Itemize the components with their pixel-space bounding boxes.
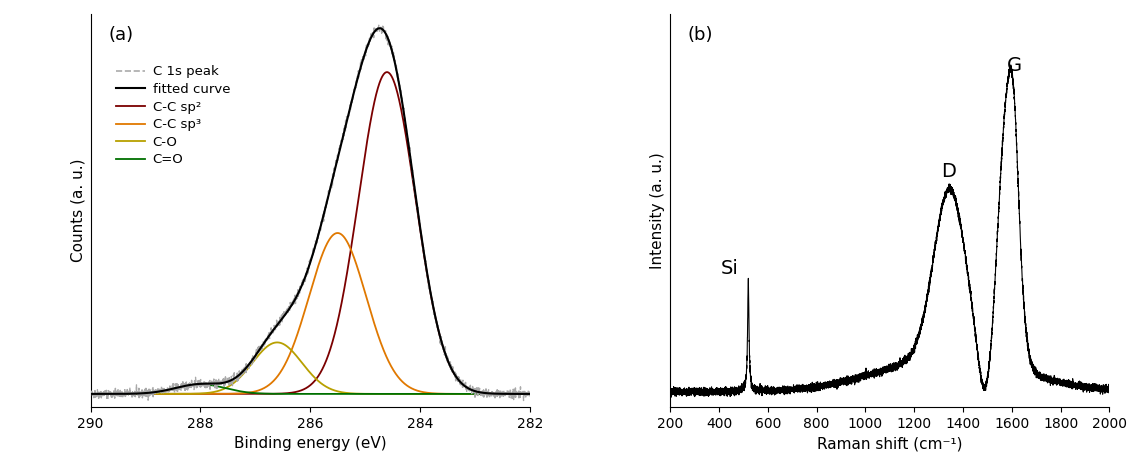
X-axis label: Binding energy (eV): Binding energy (eV) [234, 436, 386, 451]
Y-axis label: Intensity (a. u.): Intensity (a. u.) [650, 152, 664, 269]
Text: D: D [941, 162, 955, 181]
Text: Si: Si [721, 259, 739, 278]
Text: (b): (b) [688, 26, 713, 44]
X-axis label: Raman shift (cm⁻¹): Raman shift (cm⁻¹) [817, 436, 962, 451]
Y-axis label: Counts (a. u.): Counts (a. u.) [70, 159, 85, 262]
Legend: C 1s peak, fitted curve, C-C sp², C-C sp³, C-O, C=O: C 1s peak, fitted curve, C-C sp², C-C sp… [110, 60, 235, 172]
Text: G: G [1006, 56, 1022, 75]
Text: (a): (a) [109, 26, 134, 44]
